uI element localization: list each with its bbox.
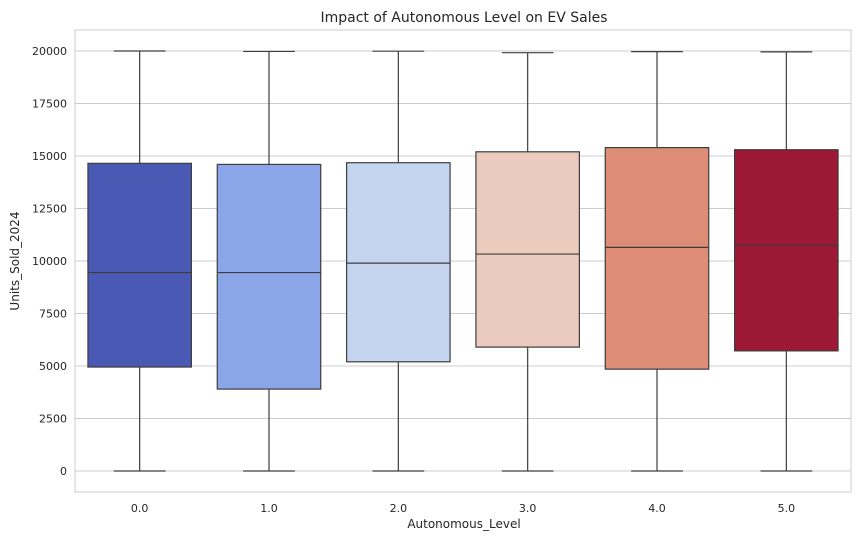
box-group	[346, 50, 451, 472]
x-tick-label: 2.0	[390, 502, 408, 515]
x-axis-ticks: 0.0 1.0 2.0 3.0 4.0 5.0	[131, 502, 795, 515]
y-tick-label: 0	[60, 465, 67, 478]
y-tick-label: 7500	[39, 308, 67, 321]
iqr-box	[733, 149, 839, 352]
x-tick-label: 5.0	[778, 502, 796, 515]
y-tick-label: 15000	[32, 150, 67, 163]
grid-lines	[75, 50, 851, 472]
box-group	[604, 51, 710, 472]
box-group	[733, 51, 839, 472]
x-tick-label: 0.0	[131, 502, 149, 515]
x-axis-label: Autonomous_Level	[407, 517, 520, 531]
boxes	[87, 50, 839, 472]
y-tick-label: 17500	[32, 98, 67, 111]
iqr-box	[346, 162, 451, 363]
iqr-box	[475, 151, 580, 348]
iqr-box	[604, 147, 710, 370]
x-tick-label: 3.0	[519, 502, 537, 515]
box-group	[87, 50, 193, 472]
y-tick-label: 20000	[32, 45, 67, 58]
x-tick-label: 4.0	[648, 502, 666, 515]
y-tick-label: 10000	[32, 255, 67, 268]
x-tick-label: 1.0	[260, 502, 278, 515]
box-group	[475, 52, 580, 472]
y-tick-label: 5000	[39, 360, 67, 373]
box-group	[216, 50, 322, 472]
iqr-box	[87, 162, 193, 368]
y-axis-ticks: 0 2500 5000 7500 10000 12500 15000 17500 20000	[32, 45, 67, 478]
iqr-box	[216, 163, 322, 390]
y-axis-label: Units_Sold_2024	[8, 211, 22, 310]
chart-title: Impact of Autonomous Level on EV Sales	[320, 10, 607, 26]
y-tick-label: 12500	[32, 203, 67, 216]
plot-area	[74, 29, 852, 493]
y-tick-label: 2500	[39, 413, 67, 426]
